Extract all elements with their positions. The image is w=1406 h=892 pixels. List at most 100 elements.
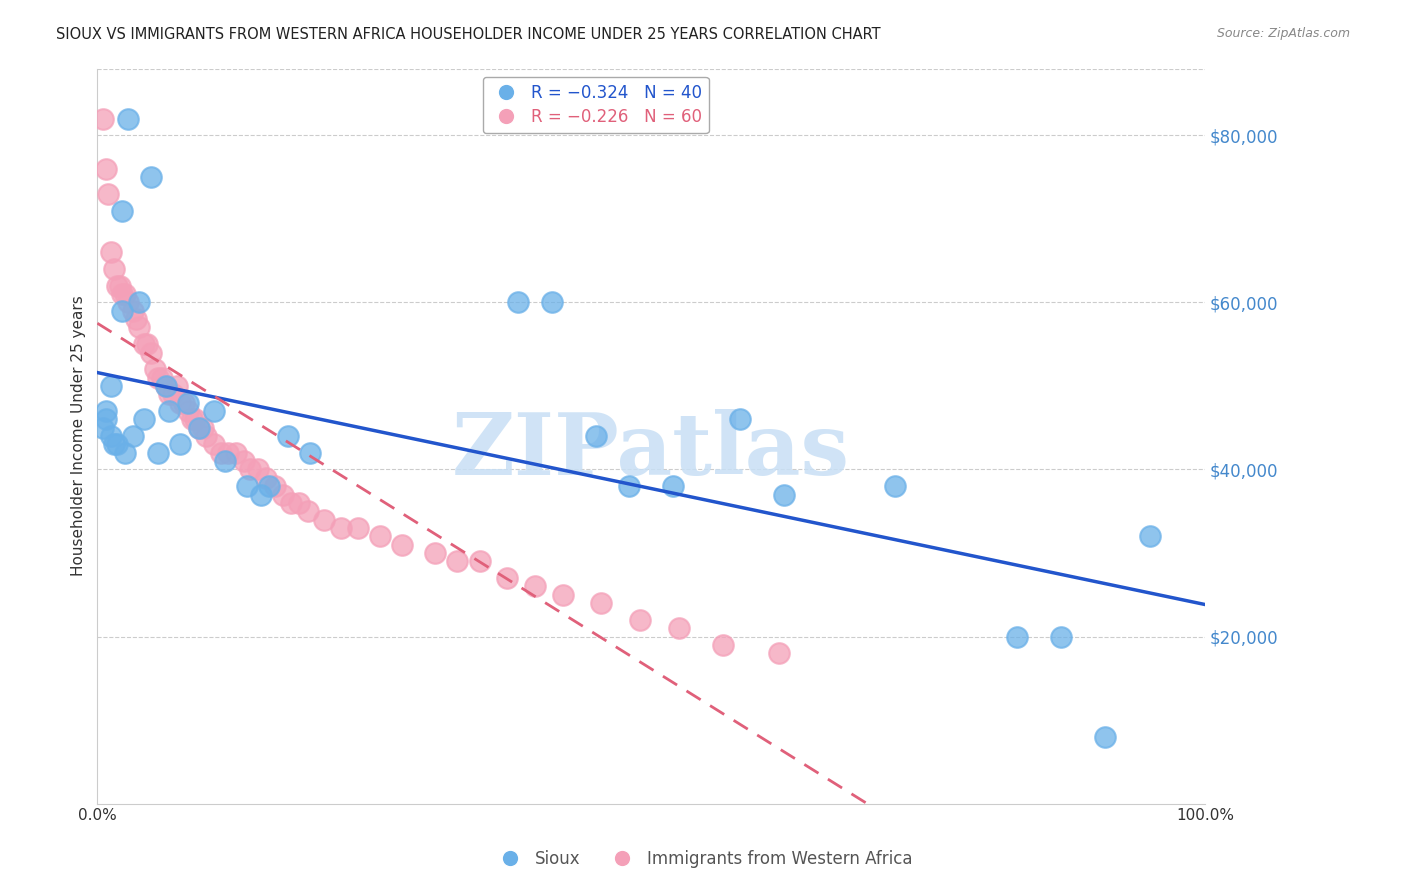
Point [214, 454, 236, 468]
Point [166, 379, 188, 393]
Y-axis label: Householder Income Under 25 years: Householder Income Under 25 years [72, 295, 86, 576]
Point [139, 345, 162, 359]
Point [446, 554, 468, 568]
Point [330, 521, 353, 535]
Point [277, 429, 299, 443]
Point [257, 479, 280, 493]
Point [194, 429, 217, 443]
Point [114, 446, 136, 460]
Point [143, 362, 166, 376]
Point [368, 529, 391, 543]
Point [250, 487, 273, 501]
Point [96, 412, 118, 426]
Legend: R = −0.324   N = 40, R = −0.226   N = 60: R = −0.324 N = 40, R = −0.226 N = 60 [482, 77, 709, 133]
Point [117, 112, 139, 126]
Point [97, 186, 120, 201]
Point [768, 646, 790, 660]
Point [280, 496, 302, 510]
Point [125, 312, 148, 326]
Point [155, 379, 177, 393]
Point [346, 521, 368, 535]
Point [91, 112, 114, 126]
Point [232, 454, 254, 468]
Point [391, 538, 413, 552]
Point [150, 370, 173, 384]
Point [100, 245, 122, 260]
Point [132, 337, 155, 351]
Point [121, 429, 143, 443]
Point [523, 579, 546, 593]
Point [496, 571, 519, 585]
Point [551, 588, 574, 602]
Point [108, 278, 131, 293]
Point [184, 412, 207, 426]
Point [273, 487, 295, 501]
Point [628, 613, 651, 627]
Point [173, 395, 195, 409]
Point [254, 471, 277, 485]
Point [711, 638, 734, 652]
Point [103, 437, 125, 451]
Point [202, 404, 225, 418]
Point [111, 303, 134, 318]
Point [188, 421, 211, 435]
Point [1005, 630, 1028, 644]
Text: SIOUX VS IMMIGRANTS FROM WESTERN AFRICA HOUSEHOLDER INCOME UNDER 25 YEARS CORREL: SIOUX VS IMMIGRANTS FROM WESTERN AFRICA … [56, 27, 882, 42]
Legend: Sioux, Immigrants from Western Africa: Sioux, Immigrants from Western Africa [486, 844, 920, 875]
Point [148, 370, 170, 384]
Point [177, 395, 200, 409]
Point [100, 379, 122, 393]
Point [157, 404, 180, 418]
Point [177, 404, 200, 418]
Point [105, 437, 128, 451]
Point [100, 429, 122, 443]
Point [105, 278, 128, 293]
Point [540, 295, 562, 310]
Point [1094, 730, 1116, 744]
Point [139, 170, 162, 185]
Point [239, 462, 262, 476]
Text: ZIPatlas: ZIPatlas [453, 409, 851, 492]
Point [508, 295, 530, 310]
Point [191, 421, 214, 435]
Point [1139, 529, 1161, 543]
Point [209, 446, 232, 460]
Point [128, 320, 150, 334]
Point [217, 446, 239, 460]
Point [883, 479, 905, 493]
Point [91, 421, 114, 435]
Point [136, 337, 159, 351]
Point [246, 462, 269, 476]
Point [148, 446, 170, 460]
Point [468, 554, 491, 568]
Point [773, 487, 796, 501]
Point [202, 437, 225, 451]
Point [288, 496, 311, 510]
Point [728, 412, 751, 426]
Point [236, 479, 259, 493]
Point [297, 504, 319, 518]
Point [96, 404, 118, 418]
Point [111, 287, 134, 301]
Point [1050, 630, 1073, 644]
Point [188, 421, 211, 435]
Point [157, 387, 180, 401]
Point [225, 446, 247, 460]
Point [96, 161, 118, 176]
Point [299, 446, 322, 460]
Text: Source: ZipAtlas.com: Source: ZipAtlas.com [1216, 27, 1350, 40]
Point [162, 387, 184, 401]
Point [132, 412, 155, 426]
Point [128, 295, 150, 310]
Point [662, 479, 685, 493]
Point [121, 303, 143, 318]
Point [114, 287, 136, 301]
Point [155, 379, 177, 393]
Point [668, 621, 690, 635]
Point [169, 437, 191, 451]
Point [117, 295, 139, 310]
Point [169, 395, 191, 409]
Point [103, 262, 125, 277]
Point [111, 203, 134, 218]
Point [617, 479, 640, 493]
